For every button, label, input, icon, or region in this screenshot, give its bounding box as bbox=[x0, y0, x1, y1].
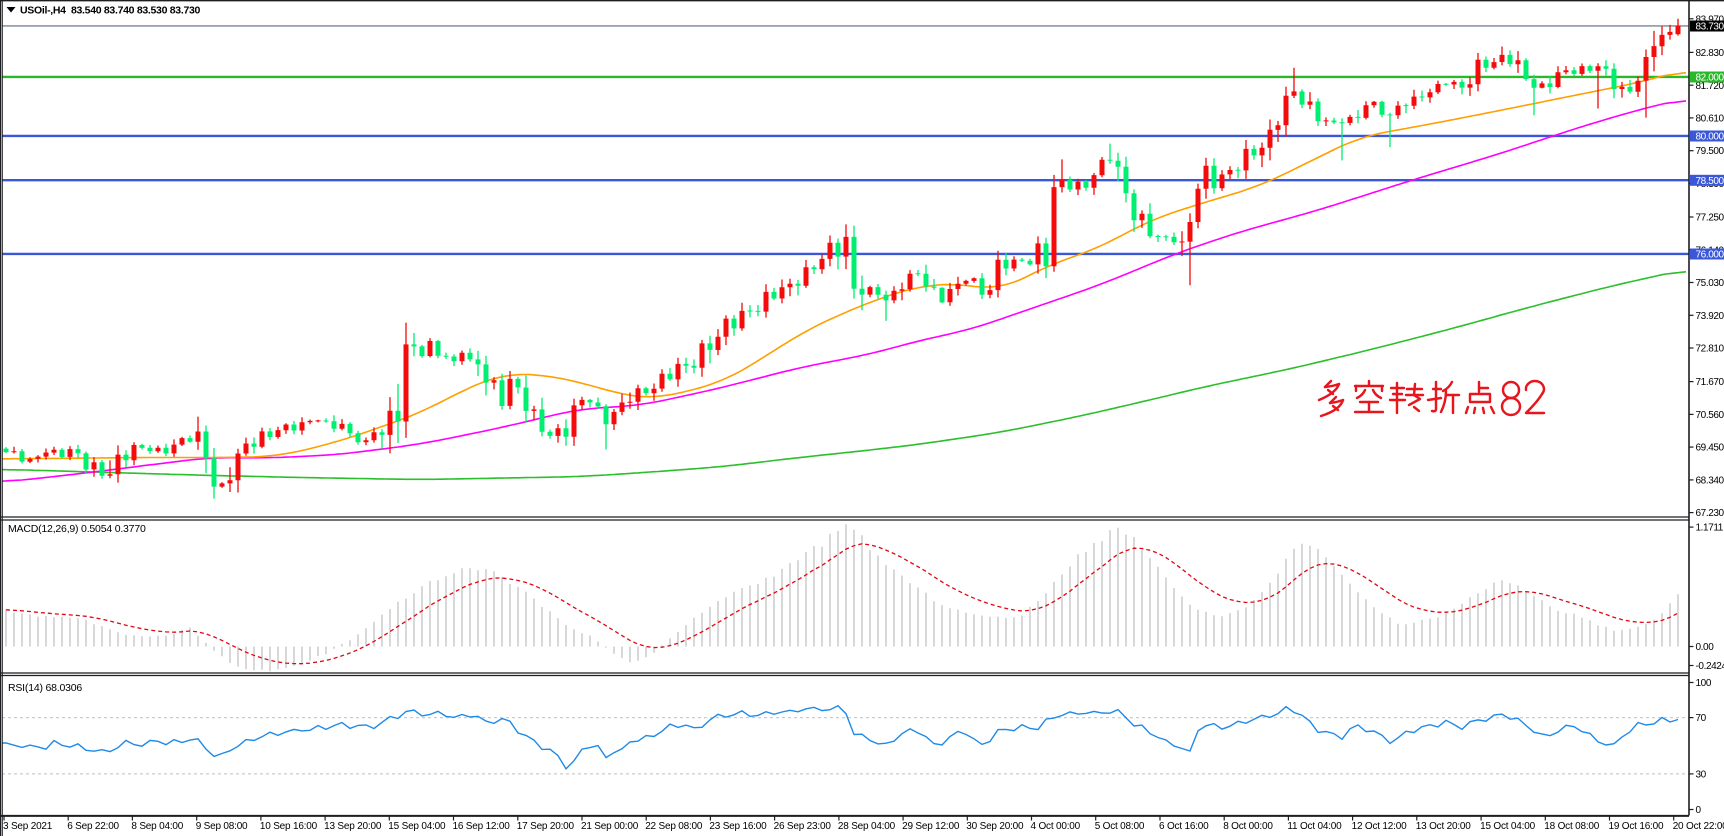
svg-text:5 Oct 08:00: 5 Oct 08:00 bbox=[1095, 821, 1145, 832]
svg-text:13 Oct 20:00: 13 Oct 20:00 bbox=[1416, 821, 1471, 832]
svg-text:30: 30 bbox=[1696, 770, 1707, 781]
svg-text:78.500: 78.500 bbox=[1696, 176, 1724, 187]
svg-text:12 Oct 12:00: 12 Oct 12:00 bbox=[1352, 821, 1407, 832]
svg-text:70: 70 bbox=[1696, 713, 1707, 724]
svg-text:6 Sep 22:00: 6 Sep 22:00 bbox=[67, 821, 119, 832]
svg-text:23 Sep 16:00: 23 Sep 16:00 bbox=[709, 821, 767, 832]
svg-text:73.920: 73.920 bbox=[1696, 311, 1724, 322]
svg-text:80.610: 80.610 bbox=[1696, 114, 1724, 125]
svg-text:6 Oct 16:00: 6 Oct 16:00 bbox=[1159, 821, 1209, 832]
svg-text:70.560: 70.560 bbox=[1696, 410, 1724, 421]
svg-text:15 Oct 04:00: 15 Oct 04:00 bbox=[1480, 821, 1535, 832]
svg-text:28 Sep 04:00: 28 Sep 04:00 bbox=[838, 821, 896, 832]
svg-text:1.1711: 1.1711 bbox=[1696, 523, 1724, 534]
svg-text:USOil-,H4 83.540 83.740 83.53: USOil-,H4 83.540 83.740 83.530 83.730 bbox=[20, 5, 201, 17]
svg-text:75.030: 75.030 bbox=[1696, 278, 1724, 289]
svg-text:72.810: 72.810 bbox=[1696, 344, 1724, 355]
svg-text:26 Sep 23:00: 26 Sep 23:00 bbox=[774, 821, 832, 832]
svg-text:29 Sep 12:00: 29 Sep 12:00 bbox=[902, 821, 960, 832]
svg-text:10 Sep 16:00: 10 Sep 16:00 bbox=[260, 821, 318, 832]
svg-text:15 Sep 04:00: 15 Sep 04:00 bbox=[388, 821, 446, 832]
svg-text:82.000: 82.000 bbox=[1696, 73, 1724, 84]
svg-text:67.230: 67.230 bbox=[1696, 508, 1724, 519]
svg-text:19 Oct 16:00: 19 Oct 16:00 bbox=[1609, 821, 1664, 832]
svg-text:9 Sep 08:00: 9 Sep 08:00 bbox=[196, 821, 248, 832]
svg-text:76.000: 76.000 bbox=[1696, 250, 1724, 261]
svg-text:30 Sep 20:00: 30 Sep 20:00 bbox=[966, 821, 1024, 832]
svg-text:80.000: 80.000 bbox=[1696, 132, 1724, 143]
svg-text:21 Sep 00:00: 21 Sep 00:00 bbox=[581, 821, 639, 832]
svg-text:0.00: 0.00 bbox=[1696, 642, 1715, 653]
svg-text:68.340: 68.340 bbox=[1696, 476, 1724, 487]
svg-text:17 Sep 20:00: 17 Sep 20:00 bbox=[517, 821, 575, 832]
svg-text:79.500: 79.500 bbox=[1696, 146, 1724, 157]
svg-text:4 Oct 00:00: 4 Oct 00:00 bbox=[1031, 821, 1081, 832]
svg-text:8 Oct 00:00: 8 Oct 00:00 bbox=[1223, 821, 1273, 832]
svg-text:82.830: 82.830 bbox=[1696, 48, 1724, 59]
svg-text:MACD(12,26,9) 0.5054 0.3770: MACD(12,26,9) 0.5054 0.3770 bbox=[8, 523, 146, 535]
svg-text:71.670: 71.670 bbox=[1696, 377, 1724, 388]
svg-text:3 Sep 2021: 3 Sep 2021 bbox=[3, 821, 53, 832]
svg-text:81.720: 81.720 bbox=[1696, 81, 1724, 92]
svg-text:83.730: 83.730 bbox=[1696, 22, 1724, 33]
svg-text:RSI(14) 68.0306: RSI(14) 68.0306 bbox=[8, 682, 82, 694]
svg-text:83.970: 83.970 bbox=[1696, 14, 1724, 25]
svg-text:11 Oct 04:00: 11 Oct 04:00 bbox=[1287, 821, 1342, 832]
svg-text:100: 100 bbox=[1696, 678, 1712, 689]
svg-text:20 Oct 22:00: 20 Oct 22:00 bbox=[1673, 821, 1724, 832]
svg-text:22 Sep 08:00: 22 Sep 08:00 bbox=[645, 821, 703, 832]
svg-text:0: 0 bbox=[1696, 805, 1702, 816]
svg-text:69.450: 69.450 bbox=[1696, 443, 1724, 454]
svg-text:13 Sep 20:00: 13 Sep 20:00 bbox=[324, 821, 382, 832]
svg-text:16 Sep 12:00: 16 Sep 12:00 bbox=[453, 821, 511, 832]
svg-text:18 Oct 08:00: 18 Oct 08:00 bbox=[1544, 821, 1599, 832]
svg-text:-0.2424: -0.2424 bbox=[1696, 661, 1724, 672]
svg-text:77.250: 77.250 bbox=[1696, 213, 1724, 224]
svg-text:8 Sep 04:00: 8 Sep 04:00 bbox=[131, 821, 183, 832]
